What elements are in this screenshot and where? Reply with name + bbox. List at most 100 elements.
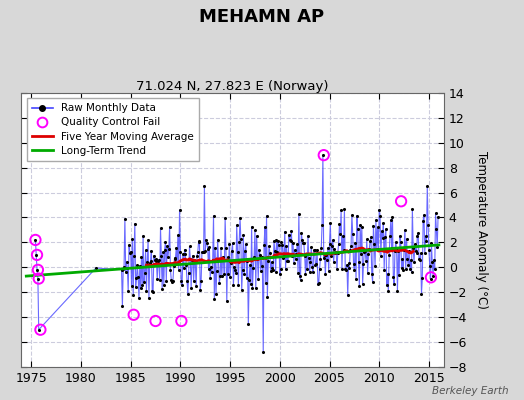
Point [315, 266, 324, 272]
Point [155, 256, 163, 263]
Point [226, 274, 234, 280]
Point [235, 239, 244, 245]
Point [314, 280, 322, 287]
Point [150, 252, 158, 259]
Point [305, 269, 314, 275]
Text: Berkeley Earth: Berkeley Earth [432, 386, 508, 396]
Point [343, 262, 351, 268]
Point [281, 266, 290, 272]
Point [342, 266, 350, 273]
Point [383, 282, 391, 288]
Point [135, 295, 143, 301]
Point [310, 247, 318, 254]
Text: MEHAMN AP: MEHAMN AP [200, 8, 324, 26]
Point [123, 265, 132, 272]
Point [229, 281, 237, 288]
Point [418, 275, 427, 281]
Point [151, 258, 160, 264]
Point [324, 268, 333, 274]
Point [434, 214, 442, 220]
Point [274, 238, 282, 244]
Point [33, 267, 41, 273]
Point [223, 298, 231, 305]
Point [156, 225, 165, 232]
Point [374, 246, 383, 253]
Point [217, 245, 225, 251]
Point [424, 222, 432, 228]
Point [412, 250, 421, 256]
Point [173, 261, 181, 267]
Point [246, 261, 254, 268]
Point [234, 282, 243, 289]
Point [129, 292, 137, 298]
Point [395, 272, 403, 279]
Point [150, 257, 159, 263]
Point [273, 248, 281, 255]
Point [368, 279, 377, 285]
Point [300, 240, 308, 246]
Point [117, 266, 126, 273]
Point [129, 312, 138, 318]
Point [360, 248, 368, 255]
Point [241, 248, 249, 254]
Point [244, 321, 253, 328]
Point [397, 239, 405, 245]
Point [365, 246, 374, 252]
Point [164, 254, 172, 260]
Point [328, 243, 336, 249]
Point [233, 249, 242, 256]
Point [320, 152, 328, 158]
Point [276, 271, 284, 277]
Point [126, 248, 135, 255]
Point [298, 237, 307, 243]
Point [180, 246, 189, 253]
Point [427, 274, 435, 280]
Point [140, 270, 149, 276]
Point [314, 280, 323, 286]
Point [278, 242, 287, 248]
Point [364, 251, 373, 258]
Point [178, 282, 186, 289]
Point [259, 349, 267, 355]
Point [301, 270, 310, 277]
Point [221, 215, 230, 222]
Point [358, 280, 367, 287]
Point [139, 232, 147, 239]
Point [249, 265, 257, 271]
Point [415, 256, 423, 262]
Point [340, 246, 348, 253]
Point [225, 241, 234, 247]
Point [144, 237, 152, 244]
Point [227, 260, 235, 266]
Point [378, 234, 387, 241]
Point [367, 270, 376, 277]
Point [214, 257, 223, 264]
Point [402, 236, 411, 242]
Point [351, 239, 359, 246]
Point [188, 257, 196, 263]
Point [32, 252, 40, 258]
Point [224, 271, 233, 277]
Point [421, 233, 430, 239]
Point [353, 212, 361, 219]
Point [209, 257, 217, 264]
Point [254, 275, 263, 282]
Point [247, 224, 256, 230]
Point [399, 267, 408, 274]
Point [419, 217, 428, 224]
Point [132, 284, 140, 290]
Point [381, 226, 390, 232]
Point [354, 258, 363, 265]
Point [128, 236, 137, 243]
Point [346, 246, 354, 253]
Point [267, 259, 276, 265]
Point [384, 271, 392, 277]
Point [245, 277, 253, 283]
Point [194, 238, 203, 244]
Title: 71.024 N, 27.823 E (Norway): 71.024 N, 27.823 E (Norway) [136, 80, 329, 93]
Point [265, 243, 273, 250]
Point [282, 243, 291, 249]
Point [422, 238, 431, 244]
Point [373, 246, 381, 252]
Point [170, 254, 179, 261]
